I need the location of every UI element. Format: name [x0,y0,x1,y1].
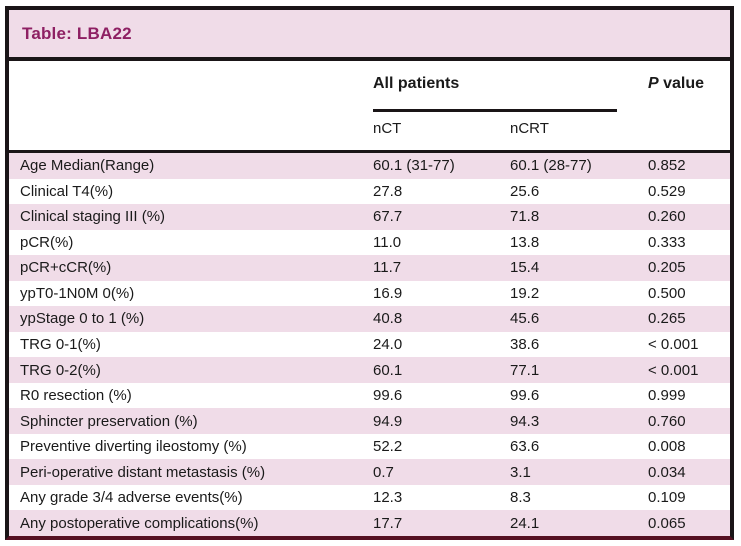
nct-value: 11.7 [373,259,402,277]
nct-value: 52.2 [373,438,403,456]
ncrt-value: 19.2 [510,284,540,302]
table-row: Any postoperative complications(%) 17.7 … [9,510,730,536]
p-value: 0.265 [648,310,686,328]
nct-value: 24.0 [373,335,403,353]
ncrt-value: 25.6 [510,182,540,200]
table-row: Any grade 3/4 adverse events(%) 12.3 8.3… [9,484,730,511]
column-group-all-patients: All patients [373,75,460,92]
row-label: Peri-operative distant metastasis (%) [20,463,266,481]
table-row: Age Median(Range) 60.1 (31-77) 60.1 (28-… [9,153,730,179]
row-label: ypT0-1N0M 0(%) [20,284,135,302]
p-value-italic-p: P [648,75,659,92]
row-label: Clinical staging III (%) [20,208,166,226]
table-title-bar: Table: LBA22 [9,10,730,57]
p-value: 0.852 [648,157,686,175]
nct-value: 12.3 [373,489,403,507]
divider-header [9,150,730,153]
row-label: TRG 0-1(%) [20,335,101,353]
table-row: ypStage 0 to 1 (%) 40.8 45.6 0.265 [9,306,730,332]
nct-value: 0.7 [373,463,394,481]
ncrt-value: 45.6 [510,310,540,328]
nct-value: 40.8 [373,310,403,328]
table-row: Preventive diverting ileostomy (%) 52.2 … [9,433,730,460]
column-header-nct: nCT [373,120,402,137]
ncrt-value: 38.6 [510,335,540,353]
p-value: < 0.001 [648,335,699,353]
table-row: pCR(%) 11.0 13.8 0.333 [9,229,730,256]
column-header-ncrt: nCRT [510,120,549,137]
row-label: Any postoperative complications(%) [20,514,259,532]
p-value: 0.500 [648,284,686,302]
p-value-rest: value [663,75,705,92]
p-value: 0.205 [648,259,686,277]
nct-value: 27.8 [373,182,403,200]
p-value: 0.529 [648,182,686,200]
p-value: 0.109 [648,489,686,507]
nct-value: 94.9 [373,412,403,430]
row-label: R0 resection (%) [20,387,132,405]
ncrt-value: 3.1 [510,463,531,481]
table-body: Age Median(Range) 60.1 (31-77) 60.1 (28-… [9,153,730,536]
row-label: pCR+cCR(%) [20,259,112,277]
p-value: 0.333 [648,233,686,251]
nct-value: 60.1 (31-77) [373,157,455,175]
table-row: pCR+cCR(%) 11.7 15.4 0.205 [9,255,730,281]
group-underline [373,109,617,112]
p-value: 0.999 [648,387,686,405]
table-row: ypT0-1N0M 0(%) 16.9 19.2 0.500 [9,280,730,307]
nct-value: 99.6 [373,387,403,405]
p-value: 0.008 [648,438,686,456]
table-row: Peri-operative distant metastasis (%) 0.… [9,459,730,485]
column-header-p-value: P value [648,75,704,93]
nct-value: 67.7 [373,208,403,226]
row-label: Preventive diverting ileostomy (%) [20,438,247,456]
nct-value: 11.0 [373,233,402,251]
nct-value: 60.1 [373,361,403,379]
p-value: 0.760 [648,412,686,430]
p-value: 0.065 [648,514,686,532]
results-table: Table: LBA22 All patients P value nCT nC… [5,6,734,540]
row-label: Clinical T4(%) [20,182,114,200]
ncrt-value: 63.6 [510,438,540,456]
nct-value: 16.9 [373,284,403,302]
ncrt-value: 99.6 [510,387,540,405]
ncrt-value: 60.1 (28-77) [510,157,592,175]
column-header: All patients P value nCT nCRT [9,61,730,150]
table-title: Table: LBA22 [22,23,132,43]
table-row: Clinical staging III (%) 67.7 71.8 0.260 [9,204,730,230]
divider-top [9,57,730,61]
ncrt-value: 77.1 [510,361,540,379]
ncrt-value: 24.1 [510,514,540,532]
ncrt-value: 13.8 [510,233,540,251]
row-label: TRG 0-2(%) [20,361,101,379]
ncrt-value: 8.3 [510,489,531,507]
table-row: TRG 0-1(%) 24.0 38.6 < 0.001 [9,331,730,358]
p-value: < 0.001 [648,361,699,379]
table-row: Sphincter preservation (%) 94.9 94.3 0.7… [9,408,730,434]
table-row: R0 resection (%) 99.6 99.6 0.999 [9,382,730,409]
p-value: 0.034 [648,463,686,481]
table-row: TRG 0-2(%) 60.1 77.1 < 0.001 [9,357,730,383]
nct-value: 17.7 [373,514,403,532]
row-label: pCR(%) [20,233,74,251]
ncrt-value: 94.3 [510,412,540,430]
row-label: Sphincter preservation (%) [20,412,198,430]
table-row: Clinical T4(%) 27.8 25.6 0.529 [9,178,730,205]
ncrt-value: 71.8 [510,208,540,226]
p-value: 0.260 [648,208,686,226]
row-label: ypStage 0 to 1 (%) [20,310,145,328]
row-label: Age Median(Range) [20,157,155,175]
row-label: Any grade 3/4 adverse events(%) [20,489,243,507]
ncrt-value: 15.4 [510,259,540,277]
